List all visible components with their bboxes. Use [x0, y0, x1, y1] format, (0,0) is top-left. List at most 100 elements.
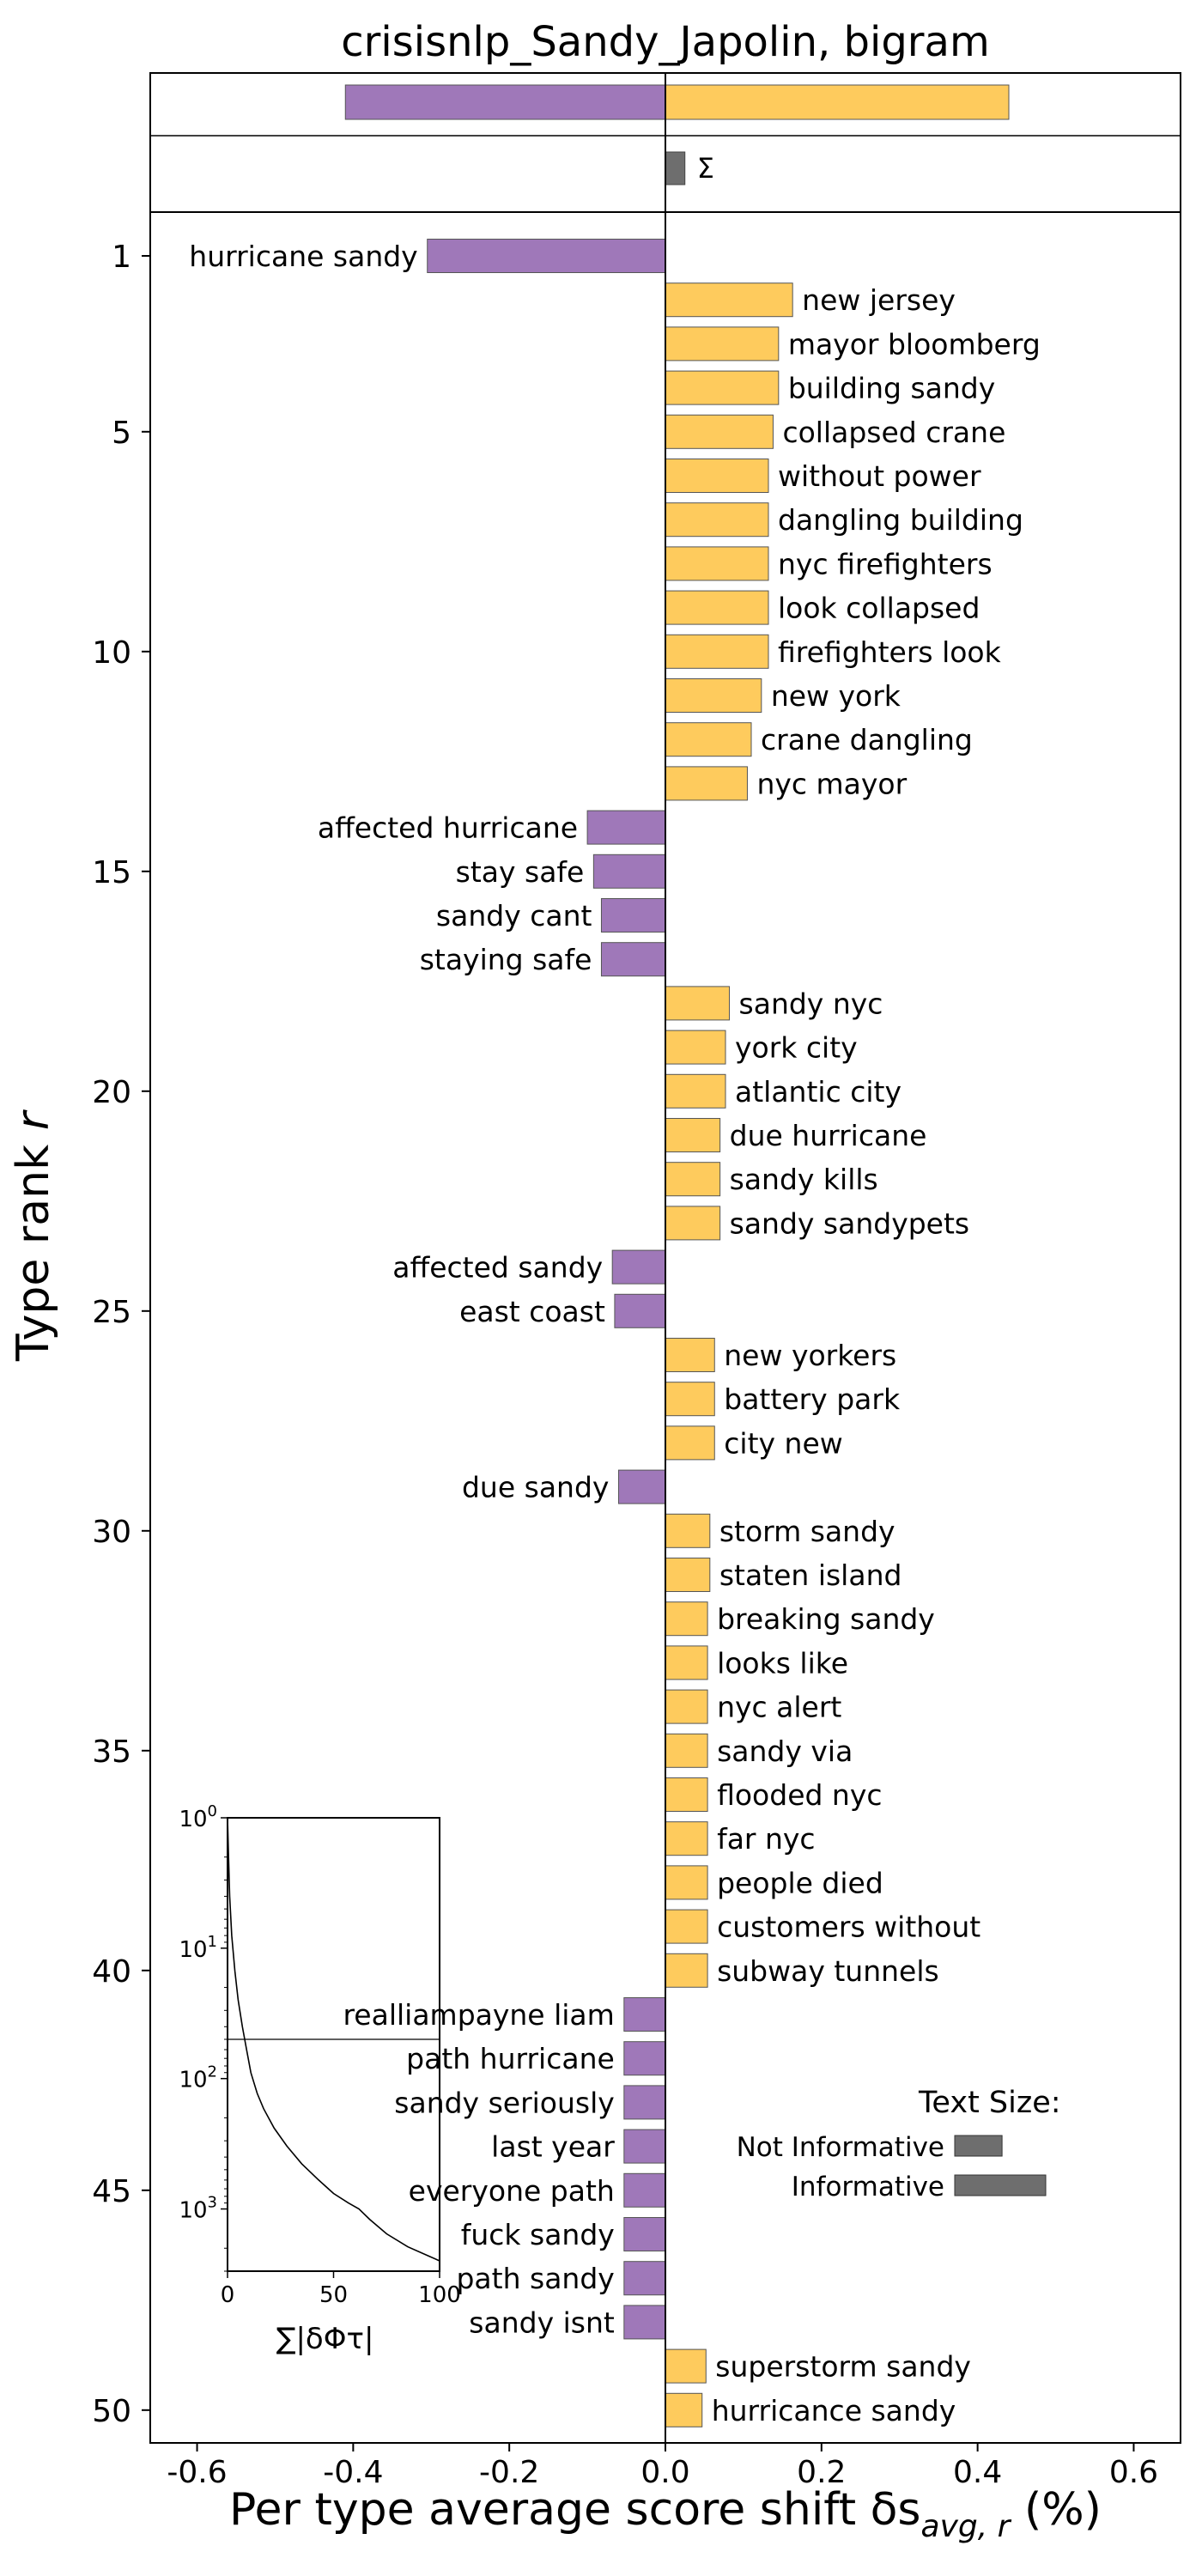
bar-rank-1 — [427, 239, 666, 273]
total-negative-bar — [344, 84, 666, 120]
bar-label: sandy nyc — [739, 987, 883, 1020]
bar-label: people died — [717, 1866, 883, 1899]
bar-label: stay safe — [456, 855, 585, 889]
y-tick-label: 1 — [112, 240, 131, 275]
bar-rank-13 — [665, 766, 748, 801]
bar-rank-39 — [665, 1909, 708, 1944]
bar-label: affected sandy — [392, 1251, 603, 1285]
bar-label: east coast — [459, 1295, 605, 1328]
bar-rank-48 — [623, 2305, 666, 2340]
bar-rank-17 — [600, 942, 666, 977]
x-tick-label: -0.6 — [167, 2455, 227, 2490]
x-axis-label: Per type average score shift δsavg, r (%… — [229, 2484, 1102, 2544]
inset-y-tick-label: 103 — [179, 2194, 217, 2224]
inset-y-tick-label: 101 — [179, 1933, 217, 1963]
bar-label: collapsed crane — [782, 416, 1005, 449]
inset-plot: 0 50 100 100 101 102 103 ∑|δΦτ| — [179, 1802, 460, 2356]
legend-swatch — [954, 2174, 1047, 2196]
bar-label: new york — [771, 679, 902, 713]
total-sum-bar — [665, 151, 686, 185]
bar-rank-44 — [623, 2129, 666, 2164]
x-tick-label: -0.2 — [479, 2455, 539, 2490]
y-tick-label: 35 — [92, 1735, 131, 1770]
bar-rank-4 — [665, 370, 780, 405]
x-tick-label: 0.0 — [640, 2455, 689, 2490]
sum-label: Σ — [697, 152, 714, 185]
bar-label: without power — [778, 459, 981, 493]
bar-label: dangling building — [778, 503, 1023, 537]
legend-title: Text Size: — [918, 2086, 1061, 2120]
y-tick-label: 30 — [92, 1515, 131, 1550]
bar-rank-43 — [623, 2085, 666, 2120]
bar-label: path hurricane — [406, 2042, 615, 2075]
total-positive-bar — [665, 84, 1010, 120]
bar-label: mayor bloomberg — [788, 327, 1041, 361]
bar-label: city new — [724, 1426, 842, 1460]
bar-label: due hurricane — [730, 1119, 927, 1152]
bar-label: firefighters look — [778, 635, 1002, 669]
y-tick-label: 40 — [92, 1954, 131, 1990]
bar-label: subway tunnels — [717, 1954, 939, 1988]
bar-label: breaking sandy — [717, 1602, 935, 1636]
bar-label: staten island — [719, 1558, 902, 1592]
bar-rank-26 — [665, 1338, 715, 1372]
bar-rank-3 — [665, 326, 780, 361]
bar-rank-50 — [665, 2392, 703, 2427]
bar-rank-6 — [665, 459, 769, 493]
y-tick-label: 10 — [92, 635, 131, 671]
bar-rank-38 — [665, 1865, 708, 1900]
bar-rank-7 — [665, 502, 769, 538]
bar-rank-33 — [665, 1645, 708, 1680]
main-plot: hurricane sandy new jersey mayor bloomberg… — [92, 211, 1181, 2490]
y-tick-label: 20 — [92, 1075, 131, 1110]
bar-rank-18 — [665, 986, 731, 1021]
bar-rank-16 — [600, 898, 666, 933]
bar-label: nyc firefighters — [778, 547, 993, 580]
x-tick-label: 0.4 — [953, 2455, 1002, 2490]
legend-item-label: Not Informative — [737, 2132, 944, 2163]
bar-rank-8 — [665, 546, 769, 581]
bar-label: battery park — [724, 1382, 901, 1416]
bar-label: customers without — [717, 1911, 980, 1944]
summary-panel: Σ — [149, 72, 1181, 213]
bar-label: crane dangling — [761, 723, 973, 756]
bar-label: look collapsed — [778, 592, 980, 625]
bar-label: york city — [735, 1031, 858, 1065]
bar-rank-15 — [592, 854, 666, 889]
bar-rank-49 — [665, 2348, 707, 2384]
y-tick-label: 5 — [112, 416, 131, 451]
y-tick-label: 15 — [92, 855, 131, 890]
bar-label: everyone path — [409, 2174, 615, 2208]
bar-rank-35 — [665, 1733, 708, 1768]
bar-label: nyc mayor — [756, 767, 907, 800]
bar-rank-36 — [665, 1777, 708, 1812]
inset-x-tick-label: 100 — [418, 2282, 461, 2308]
bar-label: due sandy — [462, 1471, 609, 1504]
chart-title: crisisnlp_Sandy_Japolin, bigram — [341, 18, 989, 66]
inset-x-tick-label: 0 — [221, 2282, 235, 2308]
legend-swatch — [954, 2135, 1003, 2157]
bar-label: sandy isnt — [469, 2306, 615, 2339]
bar-rank-14 — [586, 810, 666, 845]
bar-rank-20 — [665, 1073, 726, 1109]
bar-rank-9 — [665, 590, 769, 625]
bar-rank-46 — [623, 2217, 666, 2251]
bar-label: last year — [491, 2130, 615, 2164]
bar-label: atlantic city — [735, 1075, 902, 1109]
x-tick-label: 0.2 — [797, 2455, 846, 2490]
bar-rank-42 — [623, 2041, 666, 2076]
bar-rank-5 — [665, 414, 774, 449]
inset-y-tick-label: 102 — [179, 2063, 217, 2093]
bar-rank-24 — [611, 1249, 666, 1285]
bar-rank-29 — [617, 1469, 666, 1504]
bar-label: affected hurricane — [318, 811, 578, 845]
bar-rank-28 — [665, 1425, 715, 1461]
bar-rank-32 — [665, 1601, 708, 1637]
bar-rank-11 — [665, 678, 762, 713]
bar-rank-30 — [665, 1513, 711, 1548]
bar-label: staying safe — [420, 943, 592, 976]
bar-rank-19 — [665, 1030, 726, 1065]
y-tick-label: 45 — [92, 2174, 131, 2209]
bar-rank-37 — [665, 1821, 708, 1856]
legend-item-label: Informative — [792, 2172, 944, 2202]
